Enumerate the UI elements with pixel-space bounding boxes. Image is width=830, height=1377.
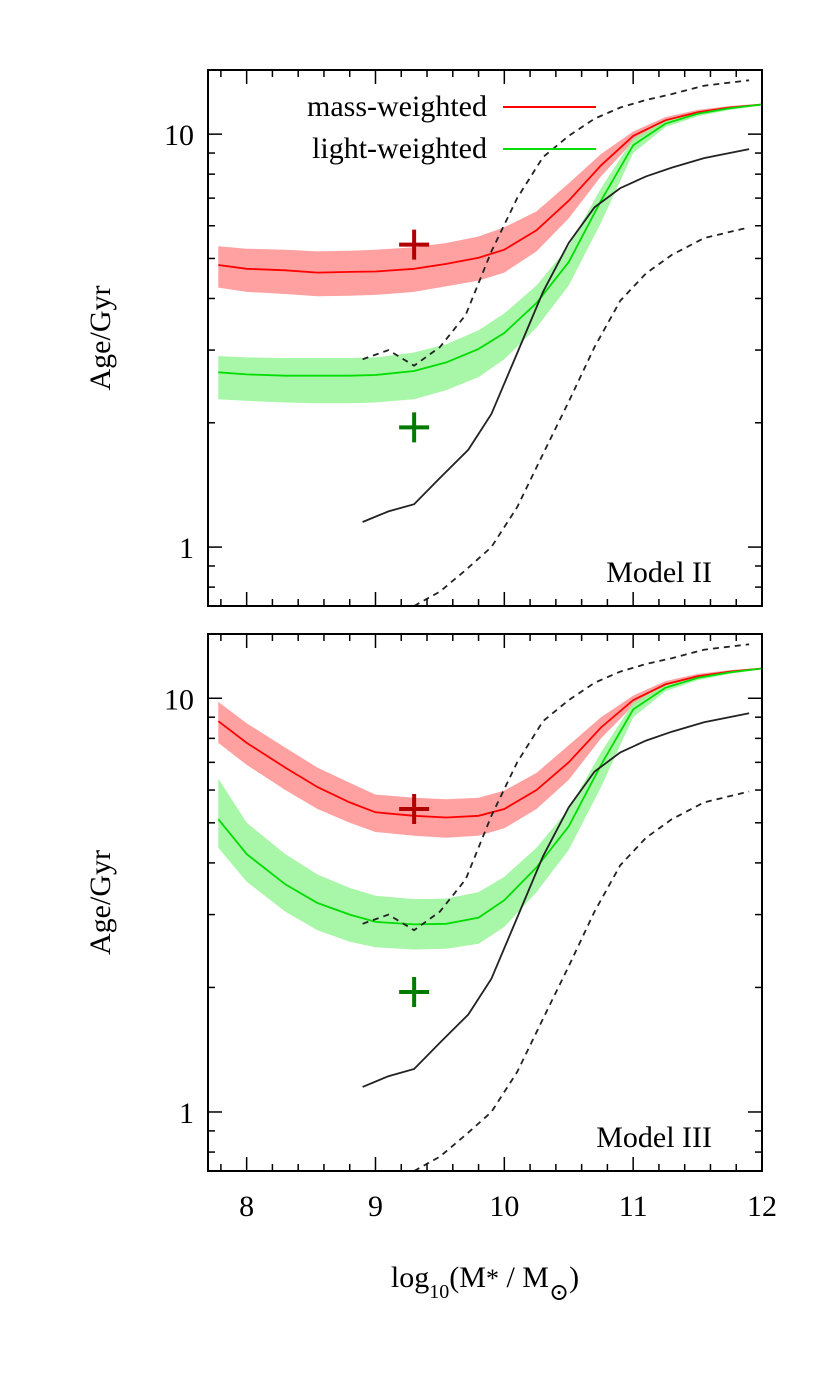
- panel-1: 1 10 Age/Gyr Model II mass-weighted light-wei…: [84, 69, 763, 607]
- line-light-weighted: [218, 103, 762, 377]
- x-tick-label: 10: [489, 1190, 519, 1223]
- panel-label: Model III: [596, 1121, 712, 1154]
- x-tick-label: 11: [619, 1190, 648, 1223]
- plot-frame: [207, 633, 763, 1172]
- band-mass-weighted: [218, 667, 762, 838]
- y-axis-label: Age/Gyr: [84, 286, 117, 391]
- band-light-weighted: [218, 103, 762, 404]
- legend-label-mass-weighted: mass-weighted: [307, 90, 487, 123]
- x-axis-label-part-1: 10: [429, 1281, 449, 1303]
- dashed-line-3: [362, 79, 750, 367]
- y-axis-label: Age/Gyr: [84, 850, 117, 955]
- black-line: [362, 148, 750, 523]
- x-axis-label-part-6: ): [569, 1261, 579, 1294]
- x-tick-label: 8: [239, 1190, 254, 1223]
- dashed-line-4: [413, 790, 750, 1171]
- y-tick-label: 1: [179, 532, 194, 565]
- x-axis-label-part-5: ⊙: [549, 1280, 569, 1306]
- plot-data: [218, 79, 762, 606]
- x-axis-label: log10(M* / M⊙): [391, 1261, 579, 1306]
- line-mass-weighted: [218, 103, 762, 274]
- band-mass-weighted: [218, 103, 762, 297]
- plus-marker-0: [399, 793, 430, 824]
- x-axis-label-part-0: log: [391, 1261, 429, 1294]
- x-tick-label: 9: [368, 1190, 383, 1223]
- plot-frame: [207, 69, 763, 607]
- line-mass-weighted: [217, 667, 762, 819]
- dashed-line-4: [413, 226, 750, 606]
- x-axis-label-part-3: *: [486, 1264, 499, 1293]
- dashed-line-3: [362, 643, 750, 932]
- plus-marker-0: [399, 229, 430, 260]
- x-tick-label: 12: [747, 1190, 777, 1223]
- legend-label-light-weighted: light-weighted: [312, 132, 487, 165]
- plus-marker-1: [399, 412, 430, 443]
- y-tick-label: 10: [164, 119, 194, 152]
- panel-2: 1 10 8 9 10 11 12 Age/Gyr Model III: [84, 633, 777, 1223]
- plus-marker-1: [399, 976, 430, 1007]
- y-tick-label: 10: [164, 683, 194, 716]
- y-tick-label: 1: [179, 1097, 194, 1130]
- panel-label: Model II: [606, 556, 712, 589]
- line-light-weighted: [217, 667, 762, 926]
- x-axis-label-part-2: (M: [449, 1261, 486, 1294]
- plot-data: [217, 643, 762, 1171]
- x-axis-label-part-4: / M: [499, 1261, 549, 1294]
- black-line: [362, 712, 750, 1088]
- band-light-weighted: [218, 667, 762, 950]
